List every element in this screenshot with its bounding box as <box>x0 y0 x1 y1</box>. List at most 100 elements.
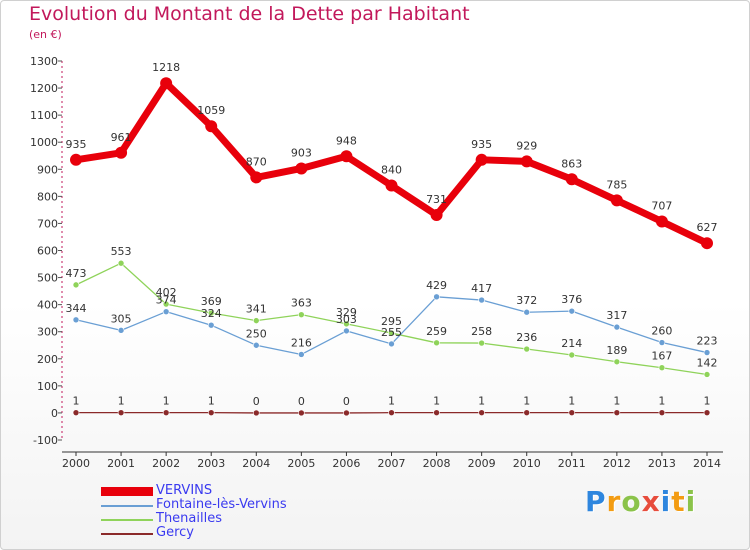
logo-letter: r <box>606 485 622 518</box>
data-point <box>433 339 440 347</box>
data-point <box>207 321 215 329</box>
data-label: 250 <box>246 327 267 340</box>
data-label: 189 <box>606 344 627 357</box>
data-point <box>610 194 623 207</box>
data-label: 369 <box>201 295 222 308</box>
data-point <box>72 409 80 416</box>
x-tick-label: 2009 <box>468 457 496 470</box>
x-tick-label: 2013 <box>648 457 676 470</box>
data-point <box>295 162 308 175</box>
legend-label: Thenailles <box>156 511 222 526</box>
legend-swatch <box>101 519 153 521</box>
data-label: 1 <box>613 395 620 408</box>
logo-letter: x <box>641 485 661 518</box>
y-tick-label: 600 <box>37 245 58 258</box>
data-label: 473 <box>66 267 87 280</box>
data-label: 903 <box>291 146 312 159</box>
data-point <box>72 281 80 289</box>
data-label: 707 <box>651 200 672 213</box>
y-tick-label: 900 <box>37 163 58 176</box>
data-point <box>433 293 440 301</box>
data-label: 374 <box>156 294 177 307</box>
data-point <box>160 77 173 90</box>
logo-letter: t <box>671 485 686 518</box>
data-point <box>343 320 350 328</box>
data-label: 1 <box>523 395 530 408</box>
data-label: 1 <box>704 395 711 408</box>
data-label: 1 <box>163 395 170 408</box>
data-point <box>388 340 395 348</box>
data-point <box>433 409 440 416</box>
data-point <box>478 339 485 347</box>
y-tick-label: 1000 <box>30 136 58 149</box>
data-label: 1 <box>208 395 215 408</box>
data-label: 214 <box>561 337 582 350</box>
data-label: 376 <box>561 293 582 306</box>
data-label: 317 <box>606 309 627 322</box>
data-point <box>475 153 488 166</box>
data-point <box>343 327 350 335</box>
y-tick-label: 500 <box>37 272 58 285</box>
data-label: 863 <box>561 157 582 170</box>
chart-subtitle: (en €) <box>29 28 62 41</box>
chart-title: Evolution du Montant de la Dette par Hab… <box>29 3 470 25</box>
data-point <box>162 308 170 315</box>
data-label: 259 <box>426 325 447 338</box>
data-point <box>658 364 666 372</box>
data-label: 372 <box>516 294 537 307</box>
y-tick-label: 0 <box>51 407 58 420</box>
proxiti-logo: Proxiti <box>585 485 696 518</box>
data-point <box>613 358 621 366</box>
data-point <box>613 323 621 331</box>
data-point <box>703 349 711 356</box>
y-tick-label: 400 <box>37 299 58 312</box>
x-tick-label: 2007 <box>378 457 406 470</box>
data-label: 305 <box>111 312 132 325</box>
x-tick-label: 2006 <box>332 457 360 470</box>
y-tick-label: 1300 <box>30 55 58 68</box>
data-point <box>523 308 531 316</box>
y-tick-label: 1200 <box>30 82 58 95</box>
data-point <box>115 146 128 159</box>
data-point <box>252 341 260 349</box>
data-point <box>252 317 260 324</box>
data-label: 236 <box>516 331 537 344</box>
data-label: 255 <box>381 326 402 339</box>
data-point <box>701 237 713 250</box>
y-tick-label: 300 <box>37 326 58 339</box>
data-label: 0 <box>298 395 305 408</box>
x-tick-label: 2003 <box>197 457 225 470</box>
data-label: 344 <box>66 302 87 315</box>
logo-letter: i <box>685 485 697 518</box>
data-point <box>658 339 666 346</box>
y-tick-label: -100 <box>33 434 58 447</box>
x-tick-label: 2012 <box>603 457 631 470</box>
data-label: 324 <box>201 307 222 320</box>
data-point <box>162 409 170 416</box>
data-label: 1 <box>388 395 395 408</box>
data-label: 417 <box>471 282 492 295</box>
data-point <box>523 409 531 416</box>
data-label: 1218 <box>152 61 180 74</box>
x-tick-label: 2011 <box>558 457 586 470</box>
data-label: 935 <box>66 138 87 151</box>
data-point <box>703 409 711 416</box>
data-label: 258 <box>471 325 492 338</box>
data-label: 553 <box>111 245 132 258</box>
data-label: 167 <box>651 350 672 363</box>
data-label: 1 <box>658 395 665 408</box>
x-tick-label: 2014 <box>693 457 721 470</box>
data-label: 785 <box>606 178 627 191</box>
data-point <box>568 307 576 315</box>
data-point <box>298 351 305 358</box>
data-point <box>568 409 576 416</box>
data-point <box>478 409 485 416</box>
x-tick-label: 2001 <box>107 457 135 470</box>
data-point <box>298 311 305 318</box>
data-point <box>207 309 215 317</box>
x-tick-label: 2002 <box>152 457 180 470</box>
data-label: 870 <box>246 155 267 168</box>
data-point <box>252 409 260 417</box>
data-point <box>568 351 576 359</box>
